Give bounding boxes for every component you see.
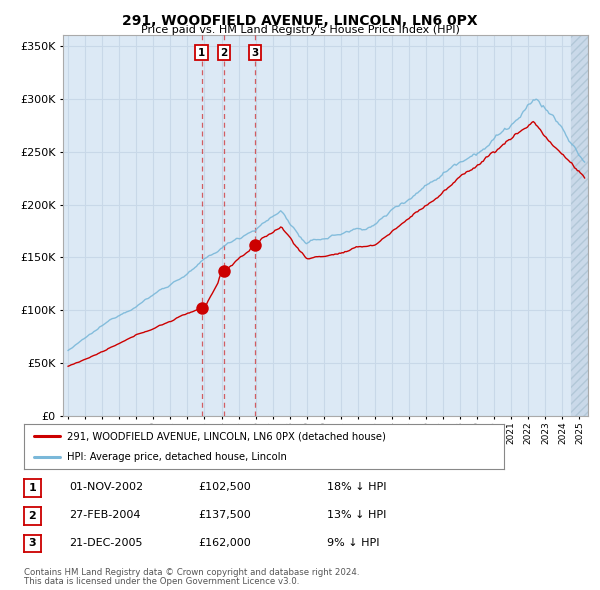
Text: 3: 3 — [29, 539, 36, 548]
Text: 1: 1 — [198, 48, 205, 57]
Text: £137,500: £137,500 — [198, 510, 251, 520]
Text: 27-FEB-2004: 27-FEB-2004 — [69, 510, 140, 520]
Bar — [571, 35, 588, 416]
Text: £162,000: £162,000 — [198, 538, 251, 548]
Text: 291, WOODFIELD AVENUE, LINCOLN, LN6 0PX (detached house): 291, WOODFIELD AVENUE, LINCOLN, LN6 0PX … — [67, 431, 386, 441]
Text: 13% ↓ HPI: 13% ↓ HPI — [327, 510, 386, 520]
Text: Contains HM Land Registry data © Crown copyright and database right 2024.: Contains HM Land Registry data © Crown c… — [24, 568, 359, 576]
Text: 18% ↓ HPI: 18% ↓ HPI — [327, 483, 386, 492]
Text: 21-DEC-2005: 21-DEC-2005 — [69, 538, 143, 548]
Bar — [571, 35, 588, 416]
Text: 1: 1 — [29, 483, 36, 493]
Text: 9% ↓ HPI: 9% ↓ HPI — [327, 538, 380, 548]
Text: This data is licensed under the Open Government Licence v3.0.: This data is licensed under the Open Gov… — [24, 577, 299, 586]
Text: 01-NOV-2002: 01-NOV-2002 — [69, 483, 143, 492]
Text: 2: 2 — [29, 511, 36, 520]
Text: 2: 2 — [221, 48, 228, 57]
Text: 3: 3 — [251, 48, 259, 57]
Text: £102,500: £102,500 — [198, 483, 251, 492]
Text: 291, WOODFIELD AVENUE, LINCOLN, LN6 0PX: 291, WOODFIELD AVENUE, LINCOLN, LN6 0PX — [122, 14, 478, 28]
Text: HPI: Average price, detached house, Lincoln: HPI: Average price, detached house, Linc… — [67, 452, 287, 462]
Text: Price paid vs. HM Land Registry's House Price Index (HPI): Price paid vs. HM Land Registry's House … — [140, 25, 460, 35]
